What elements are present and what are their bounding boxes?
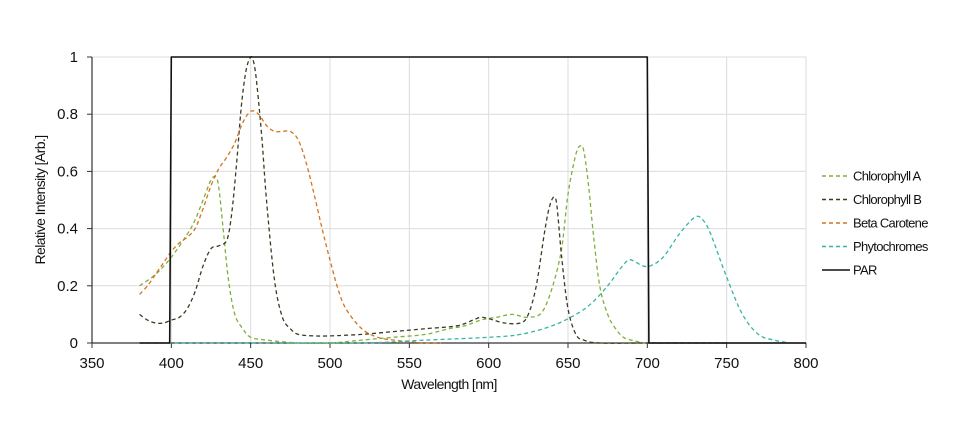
legend-label-phytochromes: Phytochromes: [853, 239, 929, 254]
x-tick-label: 400: [159, 355, 184, 372]
legend-label-chlorophyll-b: Chlorophyll B: [853, 192, 921, 207]
series-line-phytochromes: [139, 215, 791, 344]
y-tick-label: 0.2: [57, 278, 78, 295]
tick-labels: 350 400 450 500 550 600 650 700 750 800 0 0.2 0.4 0.6…: [57, 49, 818, 372]
x-tick-label: 800: [793, 355, 818, 372]
legend-label-beta-carotene: Beta Carotene: [853, 216, 928, 231]
legend: Chlorophyll A Chlorophyll B Beta Carotene P…: [822, 169, 930, 278]
series-line-chlorophyll-a: [139, 144, 727, 345]
y-tick-label: 1: [70, 49, 78, 66]
x-tick-label: 700: [635, 355, 660, 372]
legend-label-par: PAR: [853, 263, 877, 278]
x-tick-label: 750: [714, 355, 739, 372]
y-tick-label: 0.4: [57, 221, 78, 238]
y-axis-title: Relative Intensity [Arb.]: [32, 136, 48, 265]
x-tick-label: 600: [476, 355, 501, 372]
x-tick-label: 550: [397, 355, 422, 372]
y-tick-label: 0.8: [57, 106, 78, 123]
series-line-chlorophyll-b: [139, 55, 727, 344]
gridlines: [92, 56, 807, 343]
series-line-par: [139, 56, 806, 344]
y-tick-label: 0: [70, 335, 78, 352]
series-line-beta-carotene: [139, 110, 442, 344]
legend-label-chlorophyll-a: Chlorophyll A: [853, 169, 922, 184]
y-tick-label: 0.6: [57, 163, 78, 180]
series-lines: [139, 55, 806, 345]
x-tick-label: 450: [238, 355, 263, 372]
x-axis-title: Wavelength [nm]: [401, 376, 497, 392]
x-tick-label: 650: [555, 355, 580, 372]
x-tick-label: 350: [79, 355, 104, 372]
x-tick-label: 500: [317, 355, 342, 372]
